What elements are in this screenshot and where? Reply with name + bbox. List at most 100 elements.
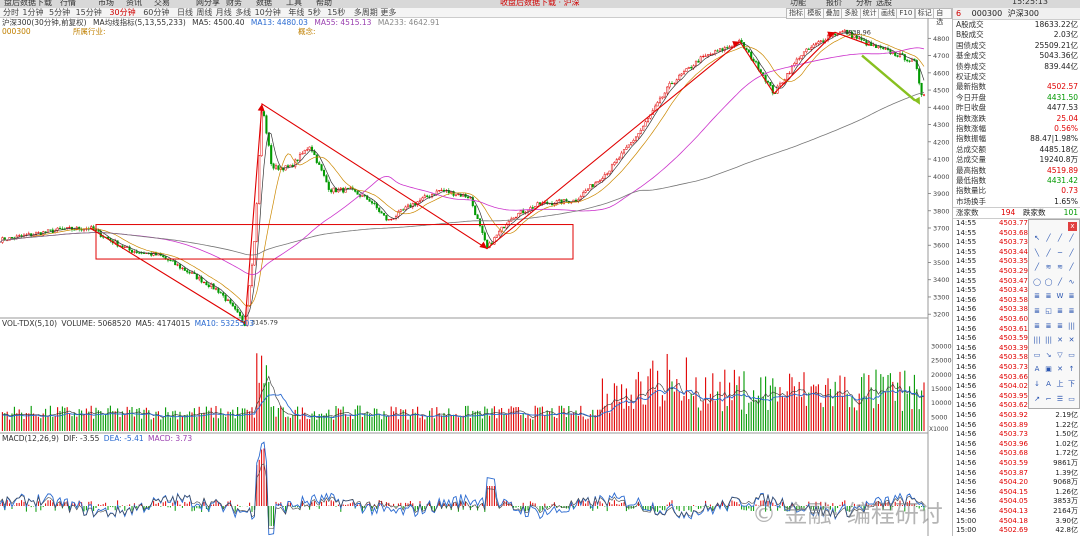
quote-label: 债券成交 xyxy=(956,61,986,71)
draw-tool-button[interactable]: ✕ xyxy=(1057,365,1063,374)
candle-body xyxy=(522,210,525,214)
candle-body xyxy=(214,288,218,290)
draw-tool-button[interactable]: ╱ xyxy=(1057,234,1063,242)
candle-body xyxy=(834,33,837,36)
draw-tool-button[interactable]: ≣ xyxy=(1068,292,1075,301)
draw-tool-button[interactable]: ▭ xyxy=(1068,350,1075,359)
draw-tool-button[interactable]: ≋ xyxy=(1057,263,1063,272)
draw-tool-button[interactable]: ∿ xyxy=(1068,277,1075,286)
period-button[interactable]: 更多 xyxy=(380,8,397,17)
draw-tool-button[interactable]: ▽ xyxy=(1057,350,1063,359)
menu-item[interactable]: 交易 xyxy=(154,0,170,7)
ma5-value: MA5: 4500.40 xyxy=(192,18,245,27)
candle-body xyxy=(706,54,710,57)
period-button[interactable]: 30分钟 xyxy=(109,8,136,17)
draw-tool-button[interactable]: ▭ xyxy=(1033,350,1041,359)
draw-tool-button[interactable]: ✕ xyxy=(1057,336,1063,345)
candle-body xyxy=(788,72,791,74)
period-button[interactable]: 年线 xyxy=(288,8,305,17)
period-button[interactable]: 10分钟 xyxy=(254,8,281,17)
menu-item[interactable]: 帮助 xyxy=(316,0,332,7)
tool-button[interactable]: 自选 xyxy=(933,8,952,26)
draw-tool-button[interactable]: W xyxy=(1056,292,1064,301)
draw-tool-button[interactable]: ||| xyxy=(1044,336,1053,345)
menu-right-item[interactable]: 功能 xyxy=(790,0,806,7)
draw-tool-button[interactable]: ↖ xyxy=(1034,234,1040,242)
draw-tool-button[interactable]: A xyxy=(1046,380,1051,388)
period-button[interactable]: 60分钟 xyxy=(143,8,170,17)
draw-tool-button[interactable]: ╱ xyxy=(1069,263,1074,272)
draw-tool-button[interactable]: ╱ xyxy=(1034,263,1040,272)
draw-tool-button[interactable]: 上 xyxy=(1056,380,1064,388)
draw-tool-button[interactable]: ╱ xyxy=(1069,248,1074,257)
draw-tool-button[interactable]: ╱ xyxy=(1057,277,1063,286)
draw-tool-button[interactable]: ≣ xyxy=(1045,321,1052,330)
period-button[interactable]: 5秒 xyxy=(307,8,321,17)
draw-tool-button[interactable]: ◯ xyxy=(1033,277,1041,286)
draw-tool-button[interactable]: ≣ xyxy=(1034,307,1040,315)
draw-tool-button[interactable]: ⌐ xyxy=(1045,394,1052,403)
dea-value: DEA: -5.41 xyxy=(103,434,144,443)
draw-tool-button[interactable]: ▭ xyxy=(1068,394,1075,403)
tick-list[interactable]: 14:55 4503.77 14:55 4503.68 14:55 4503.73 14:5… xyxy=(953,219,1080,536)
draw-tool-button[interactable]: ─ xyxy=(1057,248,1063,257)
draw-tool-button[interactable]: ≣ xyxy=(1068,307,1075,315)
candle-body xyxy=(553,203,556,206)
candle-body xyxy=(370,201,374,204)
period-button[interactable]: 分时 xyxy=(3,8,19,17)
draw-tool-button[interactable]: A xyxy=(1034,365,1040,374)
draw-tool-button[interactable]: 下 xyxy=(1068,380,1075,388)
period-button[interactable]: 多线 xyxy=(235,8,252,17)
menu-right-item[interactable]: 报价 xyxy=(826,0,842,7)
period-button[interactable]: 多周期 xyxy=(353,8,378,17)
candle-body xyxy=(582,192,585,197)
period-button[interactable]: 周线 xyxy=(196,8,213,17)
draw-tool-button[interactable]: ≣ xyxy=(1034,292,1040,301)
menu-right-item[interactable]: 选股 xyxy=(876,0,892,7)
draw-tool-button[interactable]: ◯ xyxy=(1044,277,1053,286)
period-button[interactable]: 1分钟 xyxy=(22,8,44,17)
draw-tool-button[interactable]: ||| xyxy=(1033,336,1041,345)
draw-tool-button[interactable]: ✕ xyxy=(1068,336,1075,345)
quote-label: 权证成交 xyxy=(956,72,986,81)
period-button[interactable]: 月线 xyxy=(215,8,232,17)
draw-tool-button[interactable]: ≣ xyxy=(1034,321,1040,330)
menu-item[interactable]: 财务 xyxy=(226,0,242,7)
menu-item[interactable]: 市场 xyxy=(98,0,114,7)
draw-tool-button[interactable]: ☰ xyxy=(1056,394,1064,403)
period-button[interactable]: 5分钟 xyxy=(49,8,71,17)
period-button[interactable]: 15秒 xyxy=(327,8,346,17)
kline-chart[interactable]: 4800 4700 4600 4500 4400 4300 4200 4100 4000 3900… xyxy=(0,18,952,536)
draw-tool-button[interactable]: ╱ xyxy=(1046,234,1051,242)
draw-tool-button[interactable]: ≣ xyxy=(1057,307,1063,315)
menu-item[interactable]: 网分享 xyxy=(196,0,220,7)
draw-tool-button[interactable]: ╲ xyxy=(1034,248,1040,257)
quote-value: 88.47|1.98% xyxy=(1030,134,1078,144)
draw-tool-button[interactable]: ≋ xyxy=(1045,263,1052,272)
menu-item[interactable]: 盘后数据下载 xyxy=(4,0,52,7)
draw-tool-button[interactable]: ≣ xyxy=(1045,292,1052,301)
candle-body xyxy=(747,49,750,53)
draw-tool-button[interactable]: ╱ xyxy=(1046,248,1051,257)
candle-body xyxy=(171,260,174,262)
menu-right-item[interactable]: 分析 xyxy=(856,0,872,7)
draw-tool-button[interactable]: ◱ xyxy=(1045,307,1052,315)
menu-item[interactable]: 行情 xyxy=(60,0,76,7)
menu-item[interactable]: 数据 xyxy=(256,0,272,7)
candle-body xyxy=(507,221,510,225)
draw-tool-button[interactable]: ▣ xyxy=(1045,365,1052,374)
draw-tool-button[interactable]: ↓ xyxy=(1034,380,1040,388)
menu-item[interactable]: 资讯 xyxy=(126,0,142,7)
period-button[interactable]: 日线 xyxy=(177,8,193,17)
candle-body xyxy=(644,121,647,127)
draw-tool-button[interactable]: ↗ xyxy=(1034,394,1040,403)
draw-tool-button[interactable]: ||| xyxy=(1067,321,1076,330)
draw-tool-button[interactable]: ↑ xyxy=(1068,365,1075,374)
draw-tool-button[interactable]: ≣ xyxy=(1057,321,1063,330)
close-icon[interactable]: x xyxy=(1068,222,1077,231)
macd-histogram xyxy=(0,448,925,526)
menu-item[interactable]: 工具 xyxy=(286,0,302,7)
draw-tool-button[interactable]: ↘ xyxy=(1045,350,1052,359)
draw-tool-button[interactable]: ╱ xyxy=(1069,234,1074,242)
period-button[interactable]: 15分钟 xyxy=(75,8,102,17)
